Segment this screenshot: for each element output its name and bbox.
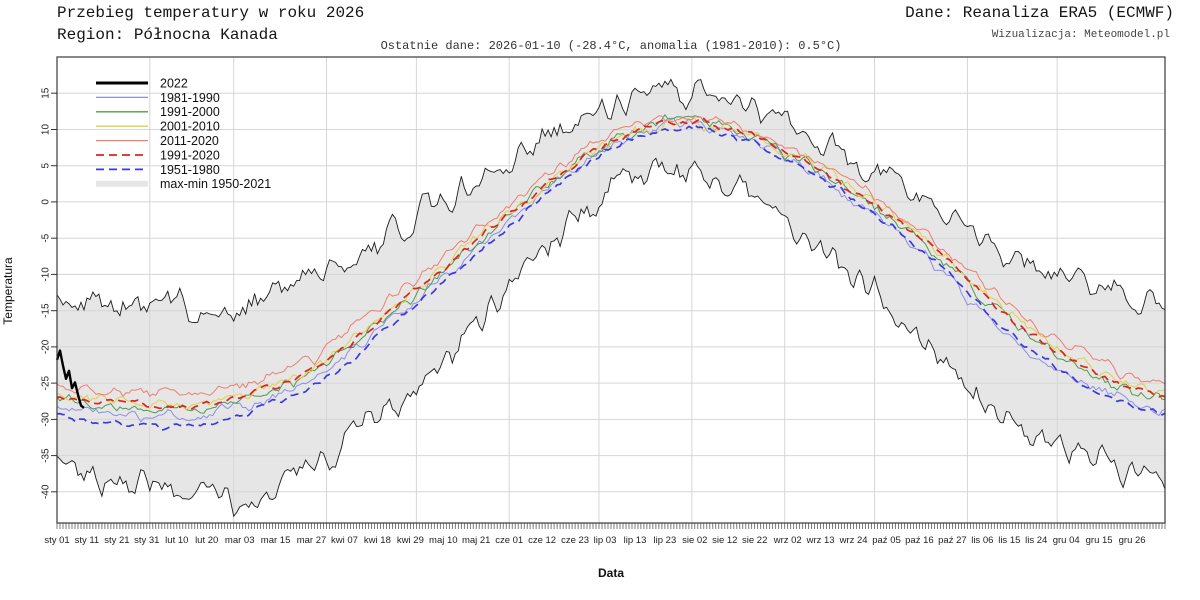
x-tick-label: paź 16: [905, 535, 934, 546]
series-line-1951-1980: [56, 123, 1166, 432]
data-source-label: Dane: Reanaliza ERA5 (ECMWF): [905, 4, 1174, 22]
y-tick-label: -30: [41, 412, 52, 427]
envelope-band: [57, 79, 1165, 517]
x-tick-label: paź 27: [938, 535, 967, 546]
legend-label: 2001-2010: [160, 120, 220, 134]
x-tick-label: sty 01: [44, 535, 69, 546]
x-tick-label: gru 26: [1119, 535, 1146, 546]
y-tick-label: 15: [41, 87, 52, 99]
x-tick-label: cze 01: [495, 535, 523, 546]
x-tick-label: cze 23: [561, 535, 589, 546]
x-tick-label: kwi 18: [364, 535, 391, 546]
envelope-min-line: [56, 157, 1166, 518]
x-tick-label: sty 11: [75, 535, 100, 546]
x-tick-label: paź 05: [872, 535, 901, 546]
y-tick-label: 0: [41, 199, 52, 205]
x-tick-label: mar 27: [297, 535, 327, 546]
x-tick-label: mar 15: [261, 535, 291, 546]
last-data-subtitle: Ostatnie dane: 2026-01-10 (-28.4°C, anom…: [380, 39, 842, 53]
y-tick-label: -25: [41, 375, 52, 390]
legend-swatch-band: [96, 180, 148, 187]
x-tick-label: lip 23: [654, 535, 677, 546]
x-tick-label: sty 21: [104, 535, 129, 546]
series-line-1981-1990: [56, 117, 1166, 423]
x-tick-label: mar 03: [225, 535, 255, 546]
y-tick-label: -40: [41, 484, 52, 499]
series-line-1991-2000: [56, 114, 1166, 414]
x-tick-label: lip 13: [624, 535, 647, 546]
legend-label: 2011-2020: [160, 134, 219, 148]
x-tick-label: sty 31: [134, 535, 159, 546]
x-tick-label: gru 04: [1053, 535, 1080, 546]
x-tick-label: maj 10: [429, 535, 458, 546]
y-tick-label: -20: [41, 339, 52, 354]
legend-label: 1991-2020: [160, 148, 220, 162]
x-tick-label: sie 02: [682, 535, 707, 546]
series-line-2001-2010: [56, 117, 1166, 411]
series-line-1991-2020: [56, 117, 1166, 410]
y-tick-label: 5: [41, 162, 52, 168]
envelope-max-line: [56, 78, 1166, 323]
chart-title: Przebieg temperatury w roku 2026: [57, 4, 365, 22]
x-tick-label: lut 20: [195, 535, 218, 546]
y-tick-label: -15: [41, 303, 52, 318]
series-line-2022: [55, 349, 85, 409]
x-tick-label: wrz 02: [773, 535, 802, 546]
x-tick-label: maj 21: [462, 535, 491, 546]
x-tick-label: sie 22: [742, 535, 767, 546]
x-tick-label: lut 10: [165, 535, 188, 546]
chart-region-subtitle: Region: Północna Kanada: [57, 26, 278, 44]
visualization-credit-label: Wizualizacja: Meteomodel.pl: [991, 29, 1170, 41]
legend-label: 2022: [160, 76, 188, 90]
y-tick-label: -5: [41, 233, 52, 242]
y-tick-label: -35: [41, 448, 52, 463]
y-tick-label: 10: [41, 124, 52, 136]
legend-label: 1981-1990: [160, 91, 220, 105]
y-tick-label: -10: [41, 267, 52, 282]
x-tick-label: wrz 13: [806, 535, 835, 546]
x-tick-label: wrz 24: [839, 535, 868, 546]
x-tick-label: gru 15: [1086, 535, 1113, 546]
legend-label: max-min 1950-2021: [160, 177, 271, 191]
legend-label: 1951-1980: [160, 163, 220, 177]
x-tick-label: lis 24: [1025, 535, 1047, 546]
x-tick-label: cze 12: [528, 535, 556, 546]
series-line-2011-2020: [56, 115, 1166, 397]
x-tick-label: sie 12: [712, 535, 737, 546]
x-tick-label: lis 15: [998, 535, 1020, 546]
x-tick-label: lip 03: [594, 535, 617, 546]
x-tick-label: kwi 07: [331, 535, 358, 546]
x-axis-title: Data: [597, 566, 624, 580]
x-tick-label: lis 06: [971, 535, 993, 546]
legend-label: 1991-2000: [160, 105, 220, 119]
x-tick-label: kwi 29: [397, 535, 424, 546]
